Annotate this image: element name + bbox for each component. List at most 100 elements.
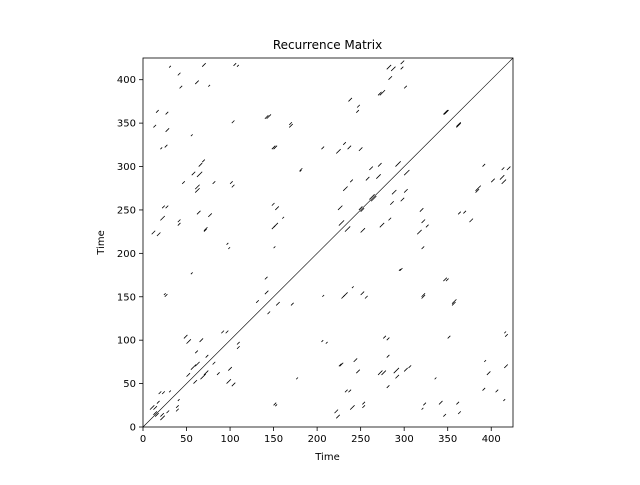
x-tick-label: 400 bbox=[482, 434, 501, 445]
recurrence-segment bbox=[212, 181, 216, 185]
recurrence-segment bbox=[403, 169, 410, 176]
recurrence-segment bbox=[421, 407, 424, 410]
recurrence-segment bbox=[264, 290, 269, 295]
recurrence-segment bbox=[160, 215, 166, 221]
recurrence-segment bbox=[456, 401, 460, 405]
recurrence-segment bbox=[194, 184, 200, 190]
y-axis: 0 50 100 150 200 250 300 350 400 bbox=[117, 75, 143, 434]
recurrence-segment bbox=[483, 359, 487, 363]
recurrence-segment bbox=[416, 229, 422, 235]
recurrence-segment bbox=[382, 335, 387, 339]
recurrence-segment bbox=[347, 145, 352, 150]
recurrence-segment bbox=[360, 227, 366, 233]
recurrence-segment bbox=[379, 222, 385, 228]
recurrence-segment bbox=[501, 167, 505, 171]
recurrence-points bbox=[149, 60, 511, 421]
recurrence-segment bbox=[255, 299, 260, 304]
recurrence-segment bbox=[403, 367, 408, 372]
recurrence-segment bbox=[190, 272, 193, 275]
recurrence-segment bbox=[377, 91, 382, 96]
x-axis: 0 50 100 150 200 250 300 350 400 bbox=[140, 427, 501, 445]
recurrence-segment bbox=[177, 72, 181, 76]
recurrence-segment bbox=[183, 334, 188, 339]
recurrence-segment bbox=[335, 414, 341, 419]
recurrence-segment bbox=[154, 412, 159, 417]
recurrence-segment bbox=[504, 364, 509, 369]
recurrence-segment bbox=[364, 295, 368, 299]
recurrence-segment bbox=[163, 293, 166, 296]
recurrence-segment bbox=[351, 286, 354, 289]
recurrence-segment bbox=[190, 364, 197, 370]
x-tick-label: 200 bbox=[308, 434, 327, 445]
x-tick-label: 50 bbox=[180, 434, 193, 445]
recurrence-segment bbox=[451, 301, 456, 306]
recurrence-segment bbox=[445, 278, 449, 282]
recurrence-segment bbox=[200, 373, 206, 380]
y-tick-label: 300 bbox=[117, 162, 136, 173]
recurrence-segment bbox=[379, 89, 386, 96]
recurrence-segment bbox=[179, 85, 183, 89]
recurrence-segment bbox=[271, 225, 276, 230]
recurrence-segment bbox=[161, 205, 166, 209]
recurrence-segment bbox=[393, 367, 400, 374]
recurrence-segment bbox=[421, 246, 425, 250]
recurrence-segment bbox=[165, 111, 169, 115]
recurrence-segment bbox=[165, 128, 170, 133]
recurrence-segment bbox=[177, 398, 180, 402]
recurrence-segment bbox=[443, 109, 449, 115]
recurrence-segment bbox=[325, 341, 328, 344]
recurrence-segment bbox=[186, 372, 191, 377]
x-tick-label: 0 bbox=[140, 434, 146, 445]
recurrence-segment bbox=[386, 337, 390, 341]
recurrence-segment bbox=[164, 293, 168, 298]
recurrence-segment bbox=[490, 178, 496, 183]
recurrence-segment bbox=[196, 210, 201, 215]
recurrence-segment bbox=[273, 145, 278, 150]
y-tick-label: 150 bbox=[117, 292, 136, 303]
x-tick-label: 250 bbox=[351, 434, 370, 445]
recurrence-segment bbox=[395, 161, 401, 167]
recurrence-segment bbox=[503, 398, 506, 402]
recurrence-segment bbox=[231, 184, 235, 188]
recurrence-segment bbox=[337, 205, 343, 211]
recurrence-segment bbox=[389, 200, 395, 206]
recurrence-segment bbox=[376, 174, 381, 179]
recurrence-segment bbox=[216, 372, 220, 376]
x-tick-label: 350 bbox=[438, 434, 457, 445]
recurrence-segment bbox=[419, 207, 424, 212]
recurrence-segment bbox=[290, 302, 294, 306]
recurrence-segment bbox=[203, 228, 207, 232]
recurrence-segment bbox=[335, 148, 341, 154]
recurrence-segment bbox=[390, 66, 396, 72]
recurrence-segment bbox=[475, 185, 482, 192]
recurrence-segment bbox=[228, 366, 233, 371]
recurrence-segment bbox=[212, 361, 216, 365]
recurrence-segment bbox=[208, 84, 211, 87]
chart-title: Recurrence Matrix bbox=[273, 38, 382, 52]
recurrence-segment bbox=[501, 179, 507, 185]
recurrence-segment bbox=[356, 109, 360, 113]
recurrence-segment bbox=[408, 365, 412, 369]
y-tick-label: 0 bbox=[130, 423, 136, 434]
recurrence-segment bbox=[362, 401, 366, 405]
recurrence-segment bbox=[356, 104, 361, 108]
recurrence-segment bbox=[423, 402, 427, 406]
recurrence-segment bbox=[194, 187, 200, 193]
recurrence-segment bbox=[482, 387, 486, 391]
recurrence-segment bbox=[338, 220, 345, 226]
recurrence-segment bbox=[153, 405, 158, 410]
recurrence-segment bbox=[221, 330, 225, 334]
recurrence-segment bbox=[231, 120, 235, 124]
x-tick-label: 300 bbox=[395, 434, 414, 445]
recurrence-segment bbox=[199, 338, 204, 343]
recurrence-segment bbox=[175, 405, 179, 409]
recurrence-segment bbox=[334, 409, 339, 414]
recurrence-segment bbox=[266, 114, 272, 120]
recurrence-segment bbox=[203, 370, 209, 376]
recurrence-segment bbox=[348, 97, 353, 102]
recurrence-segment bbox=[177, 222, 181, 226]
recurrence-segment bbox=[438, 400, 443, 405]
recurrence-segment bbox=[386, 385, 390, 389]
recurrence-segment bbox=[271, 145, 276, 150]
